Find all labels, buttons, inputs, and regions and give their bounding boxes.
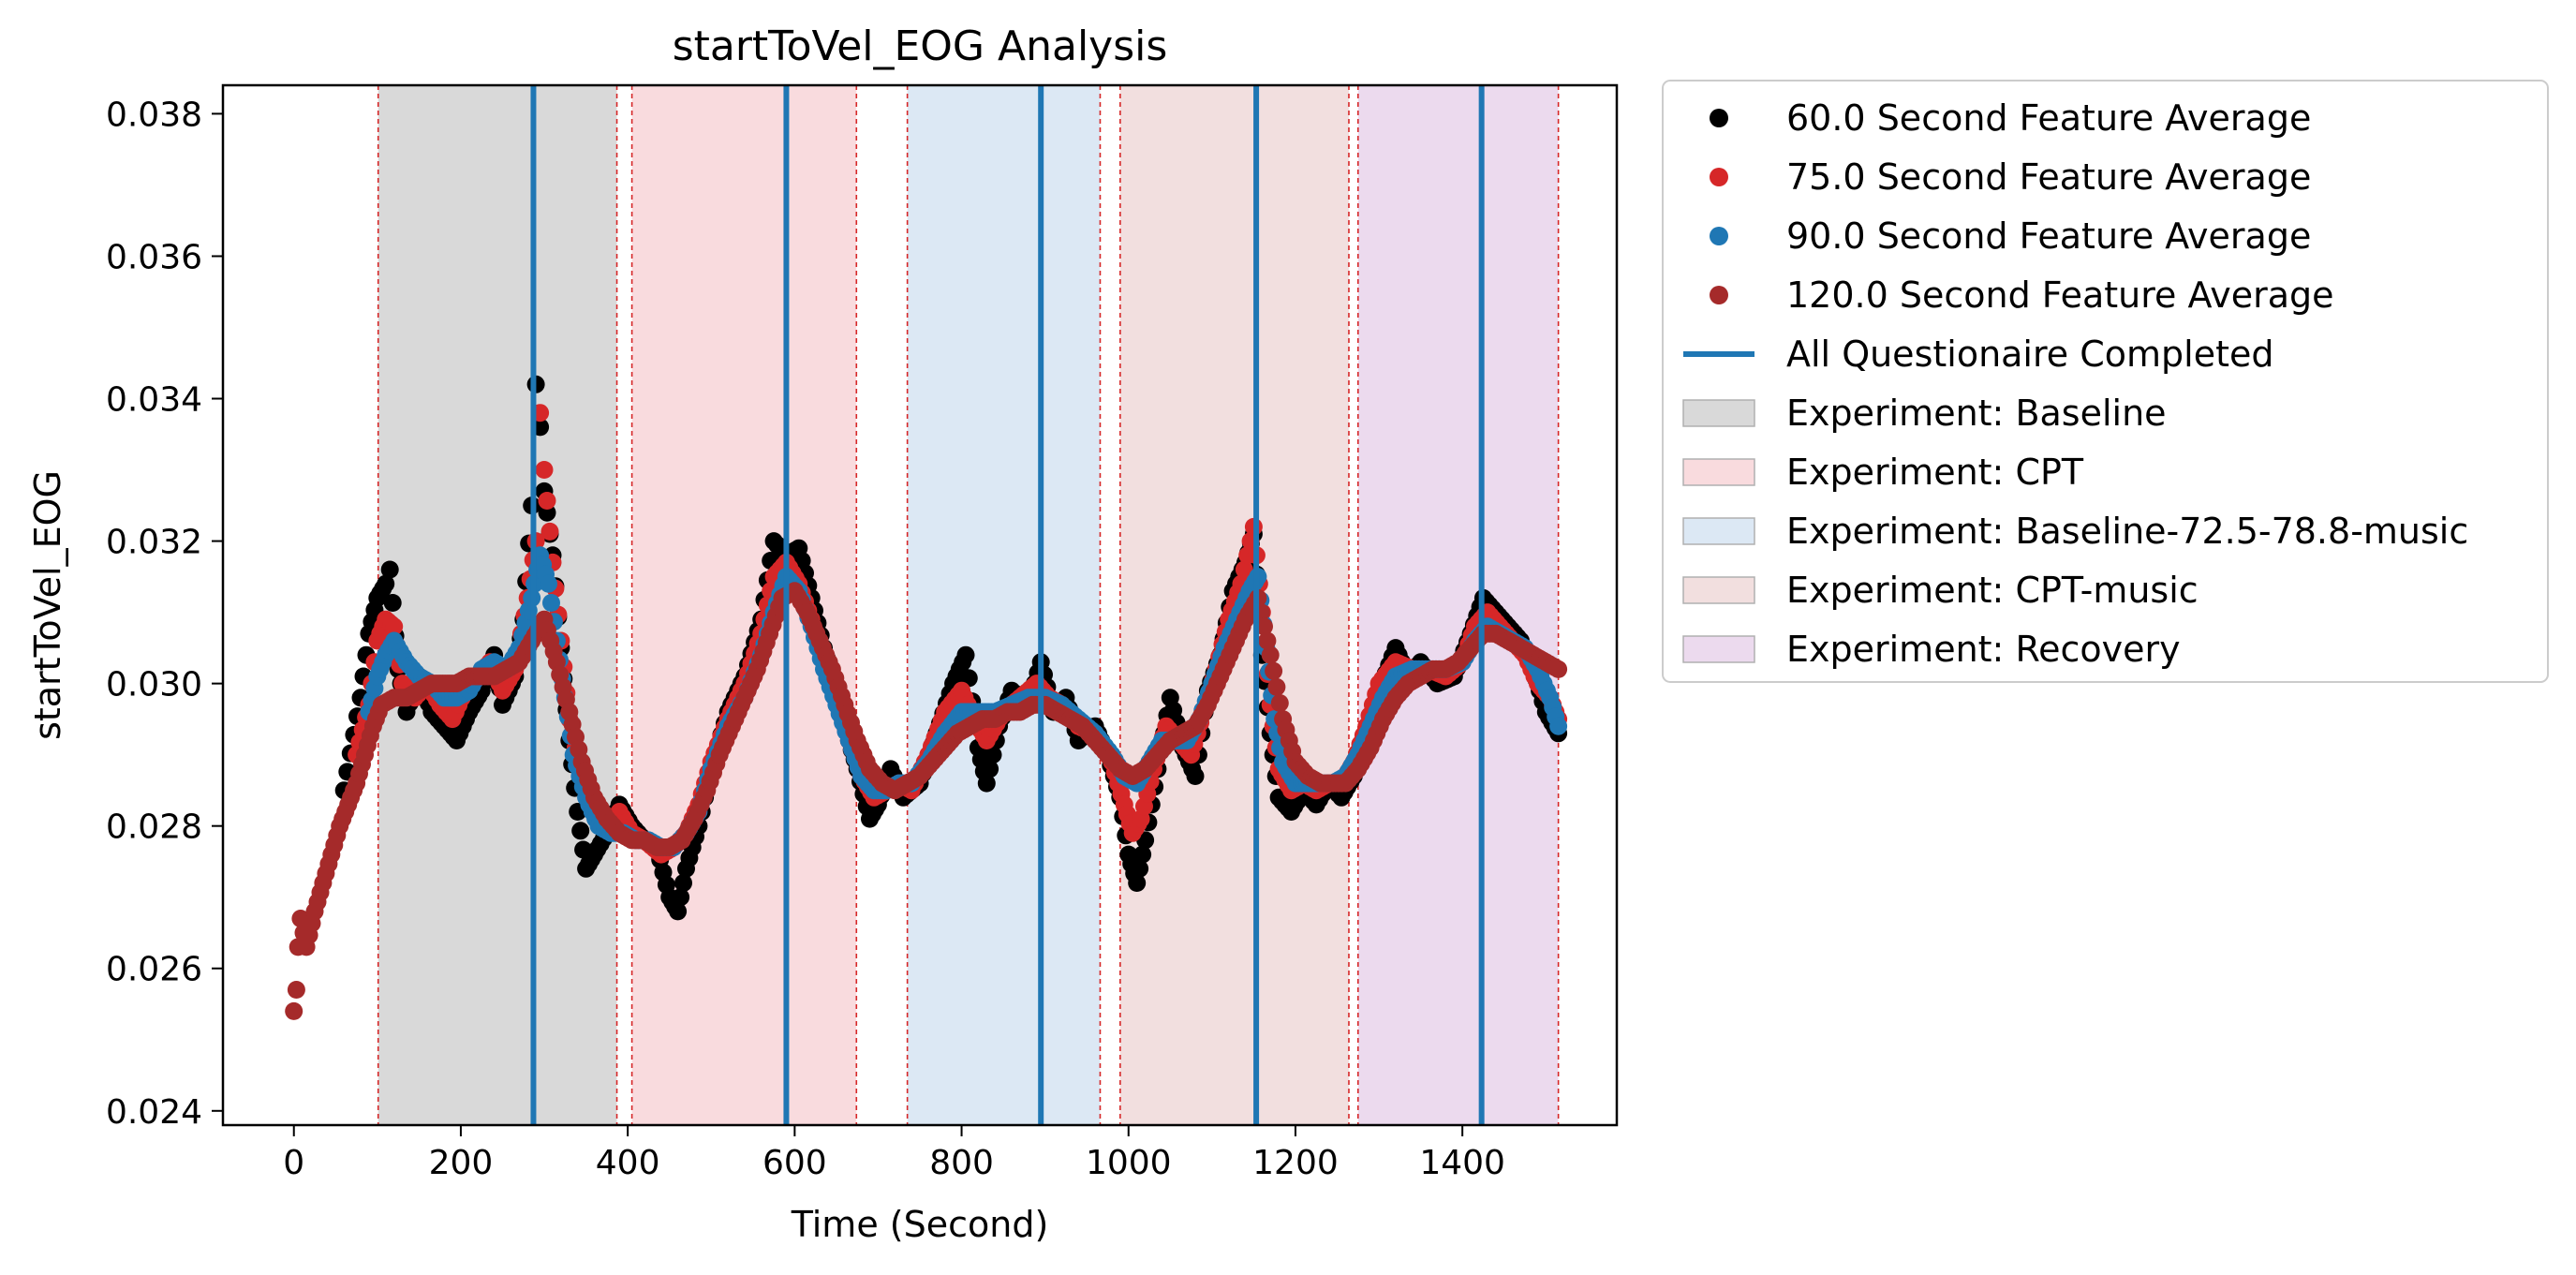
legend-swatch: [1682, 399, 1755, 427]
data-point: [385, 617, 404, 636]
data-point: [287, 981, 305, 999]
data-point: [1549, 660, 1568, 678]
x-tick-label: 600: [762, 1144, 827, 1182]
legend-label: 60.0 Second Feature Average: [1786, 97, 2311, 139]
legend-label: Experiment: Baseline-72.5-78.8-music: [1786, 511, 2468, 552]
legend: 60.0 Second Feature Average 75.0 Second F…: [1662, 80, 2549, 683]
region-4: [1357, 85, 1559, 1125]
data-point: [977, 774, 996, 793]
y-tick-label: 0.030: [106, 666, 202, 704]
data-point: [540, 522, 559, 541]
legend-frame: [1662, 80, 2549, 683]
data-point: [1235, 560, 1253, 579]
data-point: [981, 760, 999, 778]
region-1: [631, 85, 857, 1125]
plot-frame: [221, 83, 1619, 1127]
data-point: [1133, 845, 1152, 864]
legend-swatch: [1682, 576, 1755, 604]
x-tick-label: 1000: [1086, 1144, 1172, 1182]
legend-marker: [1710, 168, 1728, 186]
legend-label: 75.0 Second Feature Average: [1786, 156, 2311, 198]
legend-label: Experiment: CPT: [1786, 452, 2084, 493]
data-point: [1258, 631, 1277, 650]
data-point: [542, 594, 560, 612]
region-0: [378, 85, 617, 1125]
x-tick-label: 0: [283, 1144, 304, 1182]
data-point: [956, 645, 975, 664]
y-tick-label: 0.036: [106, 238, 202, 276]
y-tick-label: 0.024: [106, 1093, 202, 1132]
data-point: [984, 746, 1002, 764]
y-tick-label: 0.026: [106, 951, 202, 989]
y-tick-label: 0.034: [106, 381, 202, 420]
data-point: [1267, 677, 1286, 696]
chart-title: startToVel_EOG Analysis: [673, 22, 1168, 70]
legend-marker: [1710, 109, 1728, 127]
questionnaire-lines: [530, 85, 1485, 1125]
x-tick-label: 400: [596, 1144, 660, 1182]
data-point: [1131, 859, 1149, 878]
data-point: [571, 822, 590, 840]
data-point: [1255, 617, 1273, 636]
y-axis-title: startToVel_EOG: [27, 470, 68, 740]
legend-marker: [1710, 227, 1728, 245]
x-axis: 0 200 400 600 800 1000 1200 1400: [283, 1125, 1505, 1182]
legend-label: Experiment: CPT-music: [1786, 570, 2198, 611]
x-axis-title: Time (Second): [791, 1204, 1049, 1245]
data-point: [669, 902, 688, 921]
x-tick-label: 1200: [1252, 1144, 1339, 1182]
data-point: [540, 574, 557, 593]
legend-swatch: [1682, 635, 1755, 663]
data-point: [1265, 661, 1283, 680]
data-point: [535, 461, 554, 479]
data-point: [377, 574, 395, 593]
data-point: [1128, 874, 1147, 892]
legend-label: Experiment: Baseline: [1786, 393, 2167, 434]
data-point: [380, 560, 399, 579]
y-axis: 0.024 0.026 0.028 0.030 0.032 0.034 0.036 0.038: [106, 96, 223, 1132]
series-3: [285, 582, 1568, 1020]
data-point: [538, 492, 556, 510]
data-point: [672, 888, 690, 907]
legend-swatch: [1682, 517, 1755, 545]
data-point: [383, 594, 402, 612]
region-boundaries: [377, 85, 1560, 1125]
region-2: [907, 85, 1101, 1125]
legend-label: 120.0 Second Feature Average: [1786, 274, 2334, 316]
y-tick-label: 0.028: [106, 808, 202, 847]
legend-label: Experiment: Recovery: [1786, 629, 2181, 670]
data-point: [674, 874, 692, 892]
x-tick-label: 800: [929, 1144, 994, 1182]
y-tick-label: 0.032: [106, 524, 202, 562]
x-tick-label: 200: [429, 1144, 494, 1182]
data-point: [1261, 645, 1280, 664]
legend-swatch: [1682, 458, 1755, 486]
data-point: [1270, 694, 1289, 712]
y-tick-label: 0.038: [106, 96, 202, 134]
data-point: [1549, 717, 1568, 735]
legend-label: 90.0 Second Feature Average: [1786, 215, 2311, 257]
data-point: [1186, 767, 1205, 785]
legend-marker: [1710, 286, 1728, 304]
x-tick-label: 1400: [1419, 1144, 1505, 1182]
data-point: [285, 1001, 303, 1020]
legend-label: All Questionaire Completed: [1786, 334, 2274, 375]
